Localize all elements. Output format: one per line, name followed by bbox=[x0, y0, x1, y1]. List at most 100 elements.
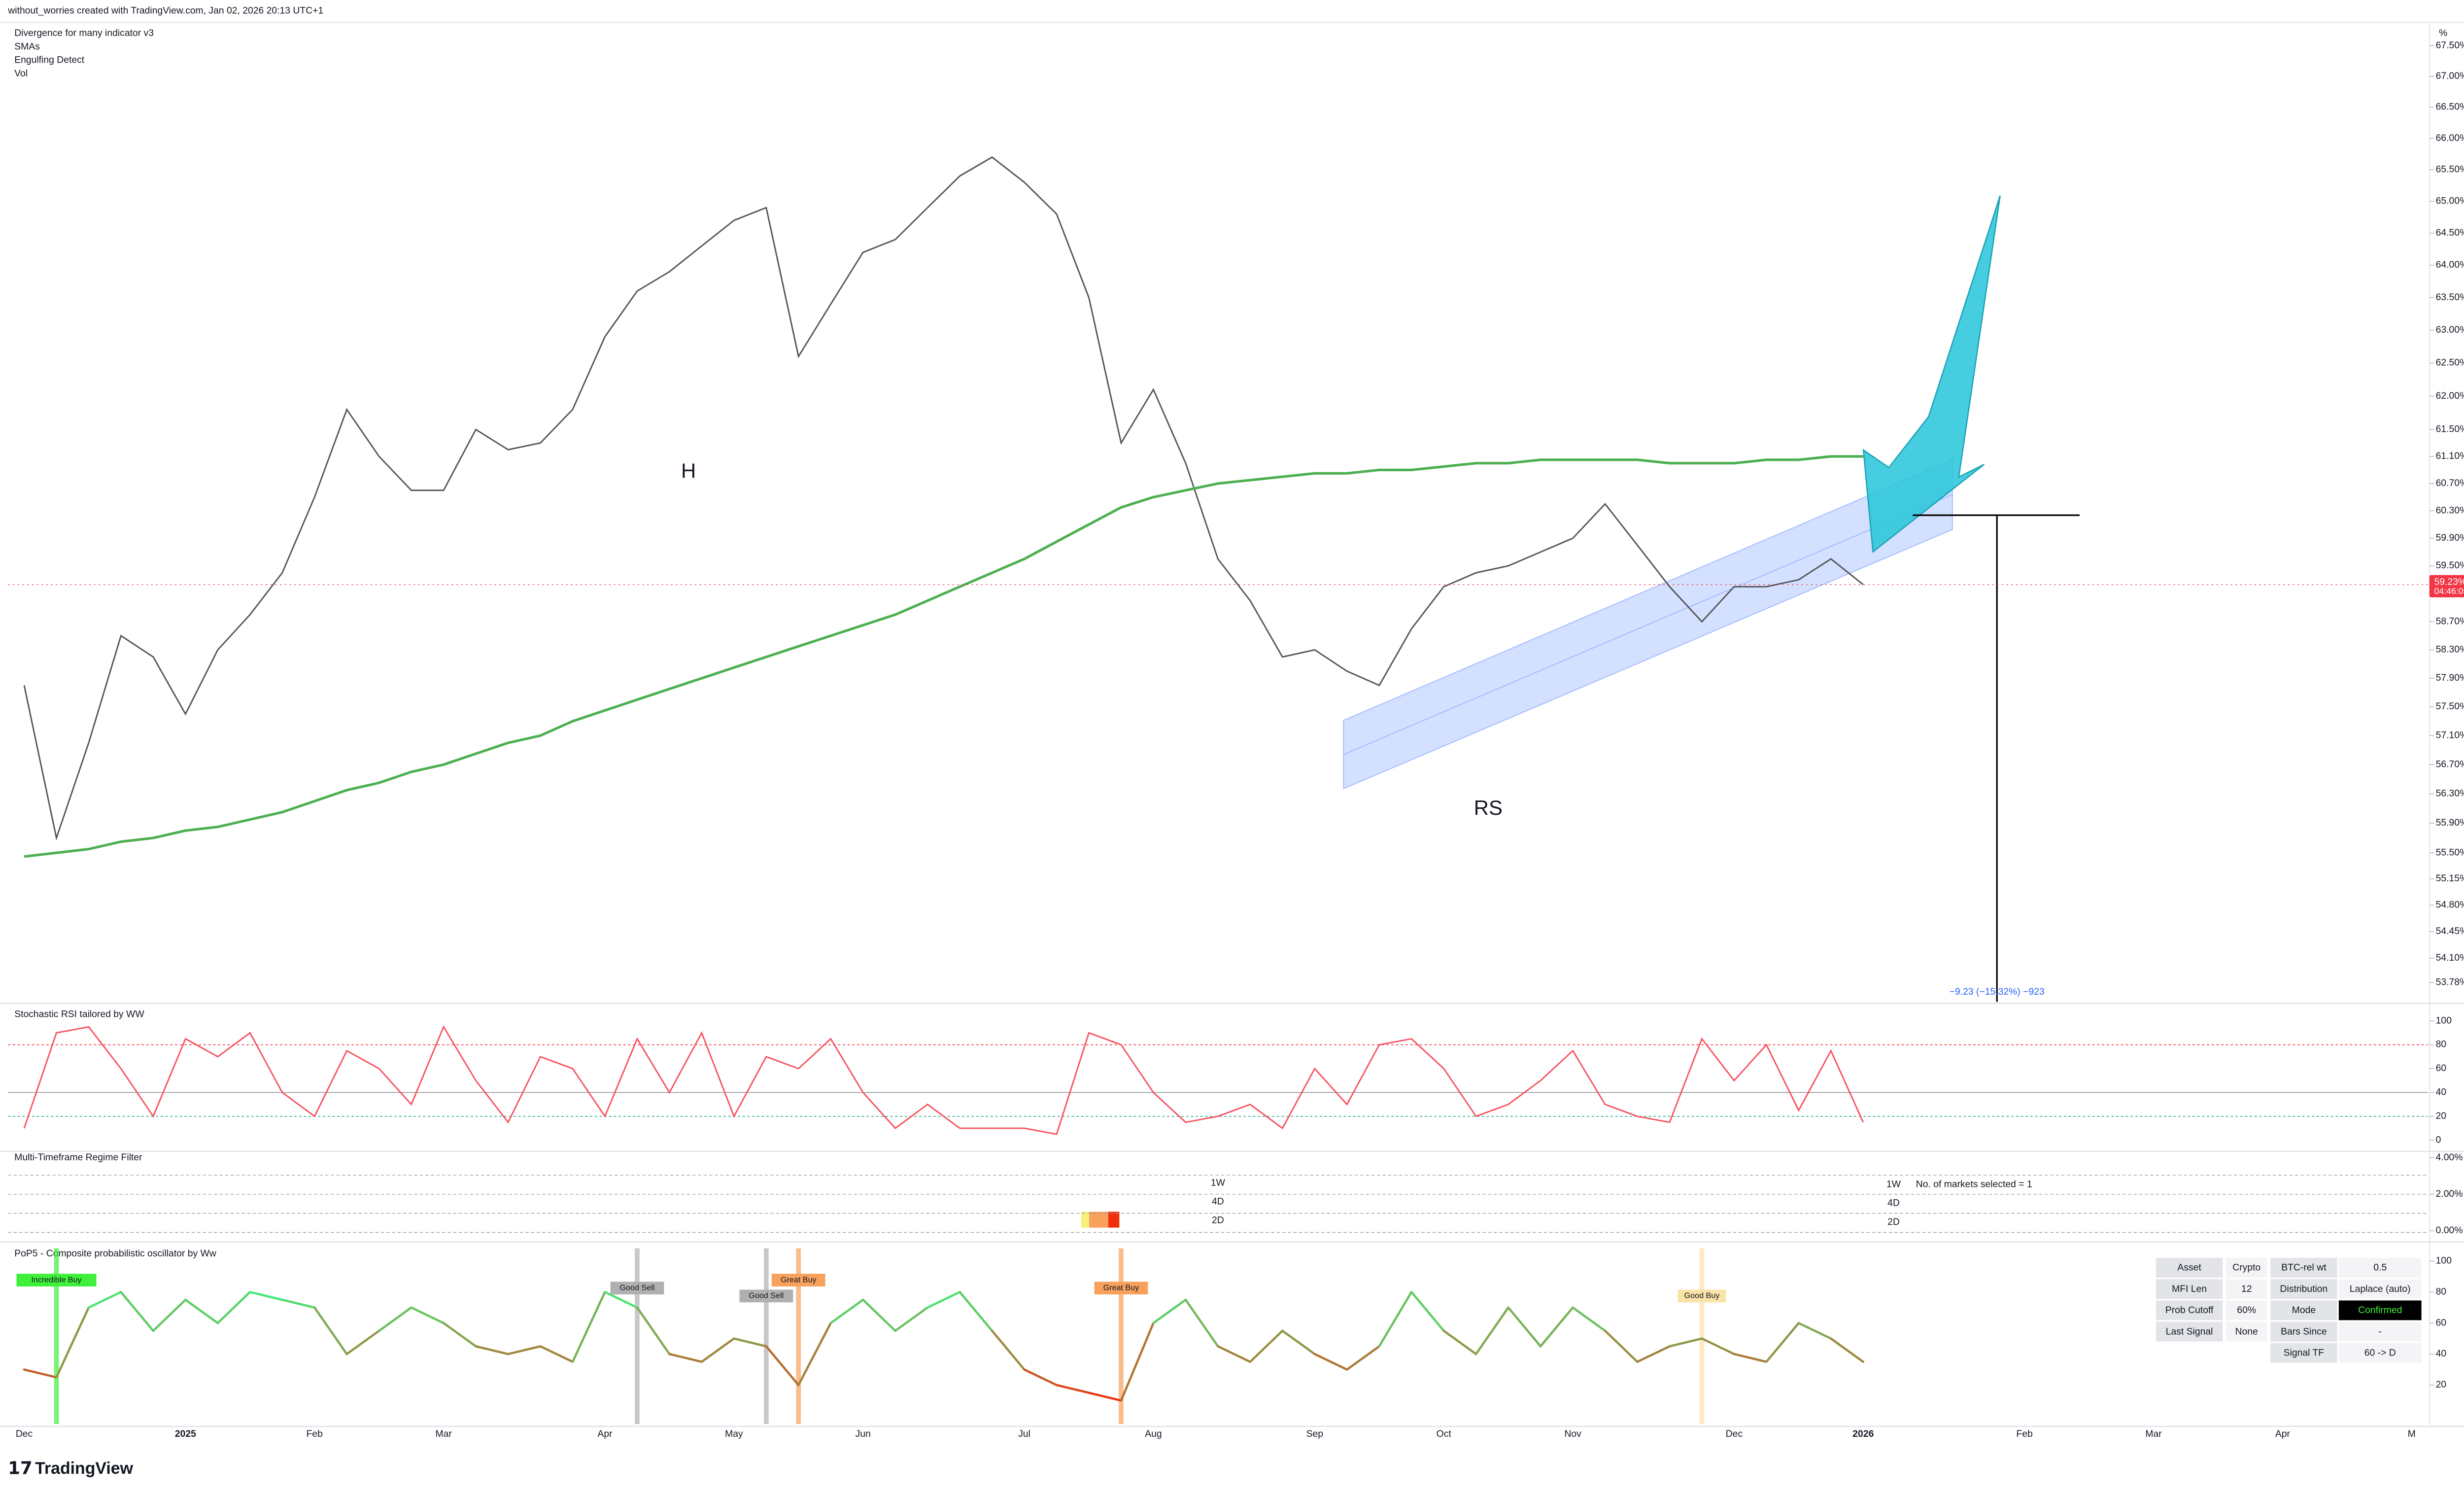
table-cell-text: 60% bbox=[2237, 1305, 2256, 1316]
data-line bbox=[23, 156, 1864, 841]
oscillator-segment bbox=[604, 1291, 639, 1309]
x-tick-label: 2026 bbox=[1852, 1428, 1874, 1439]
oscillator-segment bbox=[894, 1306, 929, 1332]
oscillator-segment bbox=[1249, 1329, 1284, 1363]
table-cell-text: Signal TF bbox=[2284, 1348, 2325, 1358]
oscillator-segment bbox=[1474, 1306, 1509, 1355]
y-tick-label: 59.50% bbox=[2436, 560, 2464, 571]
attribution: without_worries created with TradingView… bbox=[7, 5, 323, 16]
table-cell-text: Distribution bbox=[2280, 1284, 2328, 1294]
oscillator-segment bbox=[216, 1291, 251, 1324]
regime-block bbox=[1081, 1212, 1090, 1228]
table-cell-text: BTC-rel wt bbox=[2281, 1262, 2327, 1273]
oscillator-segment bbox=[249, 1291, 284, 1301]
oscillator-segment bbox=[958, 1291, 993, 1332]
table-cell bbox=[2156, 1300, 2223, 1320]
oscillator-segment bbox=[571, 1291, 606, 1363]
oscillator-segment bbox=[1572, 1306, 1607, 1332]
oscillator-segment bbox=[152, 1298, 187, 1332]
oscillator-segment bbox=[281, 1298, 316, 1309]
table-cell bbox=[2338, 1279, 2422, 1299]
x-tick-label: May bbox=[725, 1428, 743, 1439]
indicator-name: Engulfing Detect bbox=[14, 55, 85, 66]
table-cell-text: - bbox=[2379, 1326, 2382, 1337]
channel-midline bbox=[1343, 494, 1953, 755]
y-tick-label: 63.50% bbox=[2436, 292, 2464, 303]
oscillator-segment bbox=[313, 1306, 348, 1355]
table-cell bbox=[2338, 1300, 2422, 1320]
y-tick-label: 62.00% bbox=[2436, 390, 2464, 401]
x-tick-label: Nov bbox=[1564, 1428, 1581, 1439]
y-tick-label: 65.50% bbox=[2436, 164, 2464, 174]
data-line bbox=[23, 1025, 1864, 1135]
x-tick-label: 2025 bbox=[175, 1428, 196, 1439]
oscillator-segment bbox=[765, 1345, 800, 1387]
y-tick-label: 59.90% bbox=[2436, 532, 2464, 543]
y-tick-label: 63.00% bbox=[2436, 324, 2464, 335]
indicator-name: Vol bbox=[14, 68, 28, 79]
y-tick-label: 54.80% bbox=[2436, 899, 2464, 910]
y-tick-label: 55.50% bbox=[2436, 847, 2464, 858]
oscillator-segment bbox=[1217, 1345, 1252, 1363]
y-tick-label: 65.00% bbox=[2436, 196, 2464, 207]
oscillator-segment bbox=[1539, 1306, 1574, 1348]
y-tick-label: 54.10% bbox=[2436, 952, 2464, 963]
oscillator-segment bbox=[1604, 1329, 1639, 1363]
oscillator-segment bbox=[120, 1291, 155, 1332]
row-label: 2D bbox=[1887, 1216, 1900, 1227]
y-tick-label: 67.00% bbox=[2436, 70, 2464, 81]
table-cell-text: Laplace (auto) bbox=[2350, 1284, 2411, 1294]
x-tick-label: Jul bbox=[1018, 1428, 1030, 1439]
y-tick-label: 67.50% bbox=[2436, 40, 2464, 51]
signal-label: Good Sell bbox=[620, 1283, 655, 1292]
oscillator-segment bbox=[184, 1298, 219, 1324]
oscillator-segment bbox=[733, 1337, 768, 1348]
oscillator-segment bbox=[700, 1337, 735, 1363]
oscillator-segment bbox=[1507, 1306, 1542, 1348]
signal-label: Good Sell bbox=[749, 1291, 784, 1300]
row-label: 4D bbox=[1887, 1198, 1900, 1209]
table-cell bbox=[2156, 1257, 2223, 1278]
table-cell bbox=[2225, 1300, 2267, 1320]
x-tick-label: Sep bbox=[1306, 1428, 1323, 1439]
table-cell bbox=[2225, 1279, 2267, 1299]
table-cell bbox=[2225, 1257, 2267, 1278]
oscillator-segment bbox=[861, 1298, 896, 1332]
signal-band bbox=[635, 1248, 640, 1425]
pane-title: Stochastic RSI tailored by WW bbox=[14, 1008, 144, 1019]
x-tick-label: M bbox=[2408, 1428, 2416, 1439]
y-tick-label: 56.70% bbox=[2436, 759, 2464, 769]
signal-box bbox=[739, 1289, 793, 1303]
table-cell bbox=[2270, 1257, 2337, 1278]
x-tick-label: Jun bbox=[856, 1428, 871, 1439]
signal-label: Great Buy bbox=[781, 1275, 817, 1284]
y-tick-label: 0.00% bbox=[2436, 1225, 2463, 1236]
oscillator-segment bbox=[1088, 1391, 1123, 1402]
y-tick-label: 61.10% bbox=[2436, 451, 2464, 461]
oscillator-segment bbox=[1701, 1337, 1736, 1355]
oscillator-segment bbox=[442, 1321, 477, 1348]
oscillator-segment bbox=[1668, 1337, 1703, 1348]
signal-box bbox=[1677, 1289, 1726, 1303]
indicator-name: Divergence for many indicator v3 bbox=[14, 28, 154, 38]
x-tick-label: Feb bbox=[307, 1428, 323, 1439]
signal-box bbox=[1094, 1282, 1148, 1295]
oscillator-segment bbox=[410, 1306, 445, 1324]
signal-band bbox=[796, 1248, 801, 1425]
price-tag-countdown: 04:46:05 bbox=[2434, 586, 2464, 596]
x-tick-label: Apr bbox=[597, 1428, 613, 1439]
y-tick-label: 62.50% bbox=[2436, 357, 2464, 368]
oscillator-segment bbox=[668, 1353, 703, 1363]
table-cell-text: Crypto bbox=[2232, 1262, 2260, 1273]
oscillator-segment bbox=[1184, 1298, 1219, 1348]
regime-block bbox=[1108, 1212, 1120, 1228]
table-cell bbox=[2338, 1343, 2422, 1363]
y-tick-label: 40 bbox=[2436, 1086, 2447, 1097]
row-label: 4D bbox=[1212, 1196, 1224, 1207]
y-tick-label: 80 bbox=[2436, 1039, 2447, 1050]
y-tick-label: 100 bbox=[2436, 1255, 2452, 1266]
row-label: 2D bbox=[1212, 1215, 1224, 1226]
row-label: 1W bbox=[1886, 1179, 1901, 1190]
y-tick-label: 58.30% bbox=[2436, 644, 2464, 655]
